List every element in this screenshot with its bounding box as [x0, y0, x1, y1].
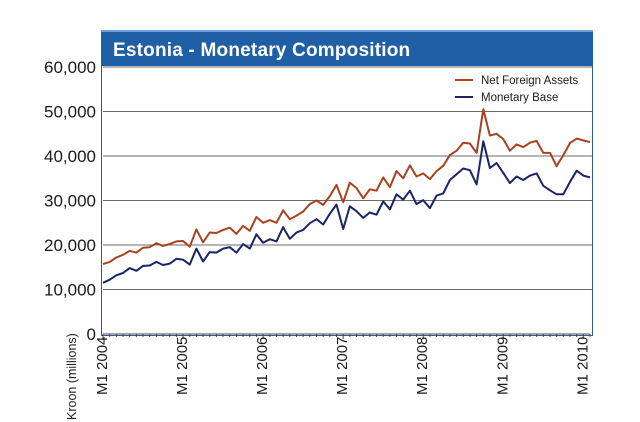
x-tick-label: M1 2005 [174, 337, 191, 395]
y-tick-label: 60,000 [44, 58, 96, 77]
legend-label: Monetary Base [481, 92, 558, 104]
y-tick-label: 30,000 [44, 192, 96, 211]
x-tick-label: M1 2010 [574, 337, 591, 395]
chart-title-bar: Estonia - Monetary Composition [101, 30, 593, 66]
x-tick-label: M1 2004 [94, 337, 111, 395]
y-tick-label: 10,000 [44, 281, 96, 300]
y-tick-label: 50,000 [44, 103, 96, 122]
series-lines [102, 108, 591, 284]
x-tick-label: M1 2007 [334, 337, 351, 395]
grid-lines [103, 66, 592, 290]
y-tick-label: 40,000 [44, 147, 96, 166]
y-axis-label: Kroon (millions) [65, 333, 79, 420]
series-line-net-foreign-assets [102, 108, 591, 266]
y-tick-label: 0 [87, 325, 96, 344]
x-axis-ticks: M1 2004 M1 2005 M1 2006 M1 2007 M1 2008 M1 20… [94, 333, 591, 395]
x-tick-label: M1 2008 [414, 337, 431, 395]
y-tick-label: 20,000 [44, 236, 96, 255]
chart-title: Estonia - Monetary Composition [113, 40, 411, 61]
legend-label: Net Foreign Assets [481, 75, 578, 87]
y-axis-ticks: 0 10,000 20,000 30,000 40,000 50,000 60,000 [44, 58, 96, 344]
x-tick-label: M1 2009 [494, 337, 511, 395]
x-tick-label: M1 2006 [254, 337, 271, 395]
legend: Net Foreign Assets Monetary Base [455, 75, 578, 104]
series-line-monetary-base [102, 140, 591, 284]
